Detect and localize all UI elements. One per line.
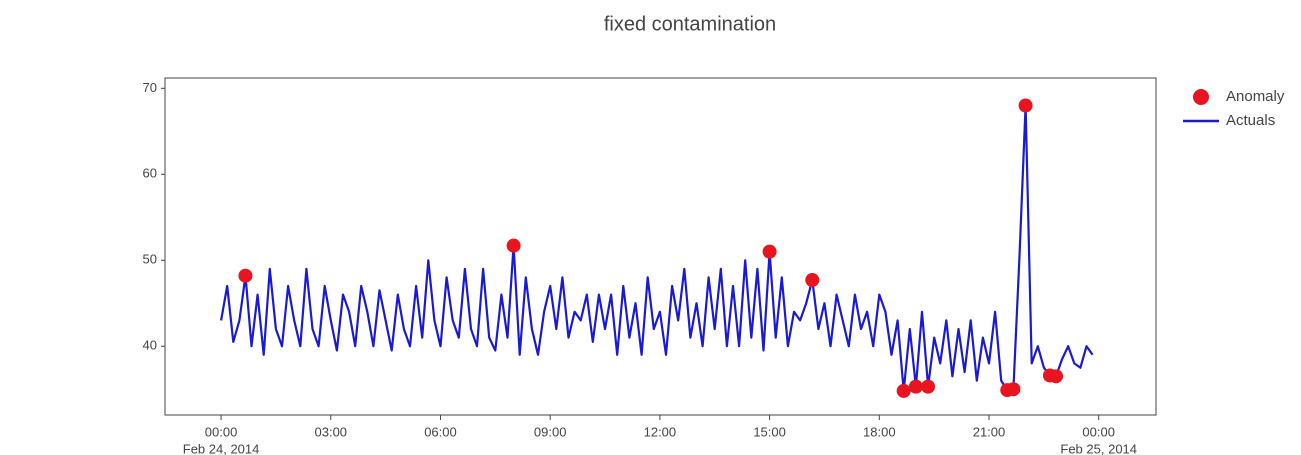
x-tick-label: 09:00 [534, 424, 567, 439]
x-tick-label: 00:00 [1082, 424, 1115, 439]
y-tick-label: 60 [143, 166, 157, 181]
y-tick-label: 50 [143, 252, 157, 267]
x-tick-label: 15:00 [753, 424, 786, 439]
anomaly-marker [1018, 98, 1033, 113]
x-tick-label: 00:00 [205, 424, 238, 439]
anomaly-marker [762, 244, 777, 259]
anomaly-marker [896, 383, 911, 398]
anomaly-marker [1006, 382, 1021, 397]
x-tick-label: 21:00 [973, 424, 1006, 439]
chart-title: fixed contamination [604, 13, 776, 35]
anomaly-marker [506, 238, 521, 253]
anomaly-marker [238, 268, 253, 283]
x-tick-label: 18:00 [863, 424, 896, 439]
anomaly-marker [921, 379, 936, 394]
legend-marker [1193, 89, 1209, 105]
x-tick-label: Feb 24, 2014 [183, 441, 260, 455]
anomaly-marker [805, 273, 820, 288]
x-tick-label: 12:00 [644, 424, 677, 439]
x-tick-label: Feb 25, 2014 [1060, 441, 1137, 455]
x-tick-label: 06:00 [424, 424, 457, 439]
y-tick-label: 40 [143, 338, 157, 353]
plot-frame [164, 77, 1157, 416]
actuals-line [220, 104, 1094, 392]
legend-label[interactable]: Actuals [1226, 112, 1275, 129]
legend-label[interactable]: Anomaly [1226, 88, 1285, 105]
anomaly-marker [1049, 369, 1064, 384]
x-tick-label: 03:00 [315, 424, 348, 439]
y-tick-label: 70 [143, 80, 157, 95]
anomaly-marker [908, 379, 923, 394]
